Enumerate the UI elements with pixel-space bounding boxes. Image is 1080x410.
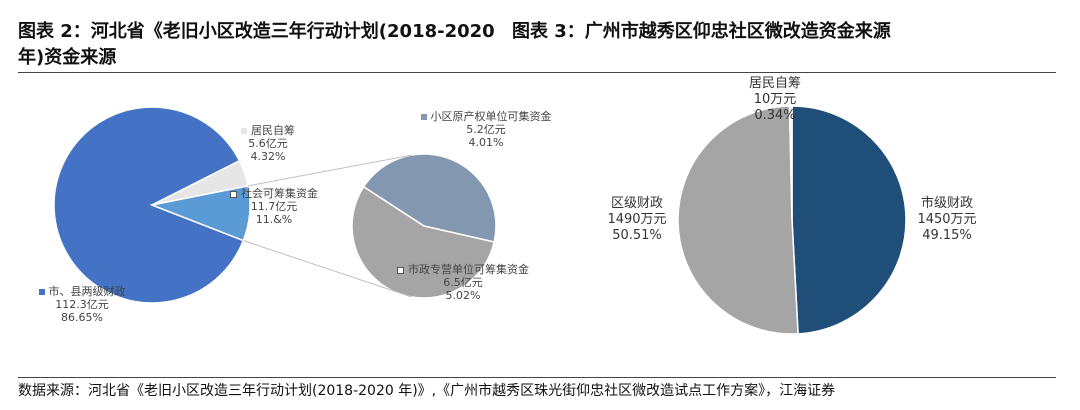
label-residents-2-amount: 5.6亿元 xyxy=(248,137,288,150)
label-city-finance-percent: 49.15% xyxy=(922,228,972,243)
pie3-slice-district-finance xyxy=(678,106,798,334)
label-social-funds-amount: 11.7亿元 xyxy=(251,200,298,213)
label-residents-2-percent: 4.32% xyxy=(251,150,286,163)
label-social-funds-percent: 11.&% xyxy=(256,213,293,226)
legend-marker-city-county xyxy=(39,289,45,295)
label-city-county: 市、县两级财政 112.3亿元 86.65% xyxy=(12,285,152,324)
label-district-finance: 区级财政 1490万元 50.51% xyxy=(592,196,682,244)
label-city-finance-name: 市级财政 xyxy=(921,196,973,211)
label-district-finance-amount: 1490万元 xyxy=(607,212,666,227)
label-residents-2-name: 居民自筹 xyxy=(251,124,295,137)
legend-marker-social-funds xyxy=(230,191,237,198)
label-social-funds: 社会可筹集资金 11.7亿元 11.&% xyxy=(214,187,334,226)
source-note: 数据来源：河北省《老旧小区改造三年行动计划(2018-2020 年)》,《广州市… xyxy=(18,382,835,400)
label-city-county-amount: 112.3亿元 xyxy=(55,298,109,311)
label-residents-3-name: 居民自筹 xyxy=(749,76,801,91)
legend-marker-residents-2 xyxy=(241,128,247,134)
label-property-units-amount: 5.2亿元 xyxy=(466,123,506,136)
label-municipal-units-name: 市政专营单位可筹集资金 xyxy=(408,263,529,276)
label-property-units-percent: 4.01% xyxy=(469,136,504,149)
label-residents-3-percent: 0.34% xyxy=(754,108,795,123)
legend-marker-municipal-units xyxy=(397,267,404,274)
label-municipal-units-percent: 5.02% xyxy=(446,289,481,302)
label-property-units-name: 小区原产权单位可集资金 xyxy=(431,110,552,123)
label-city-county-name: 市、县两级财政 xyxy=(49,285,126,298)
label-residents-3: 居民自筹 10万元 0.34% xyxy=(730,76,820,124)
label-city-county-percent: 86.65% xyxy=(61,311,103,324)
legend-marker-property-units xyxy=(421,114,427,120)
label-municipal-units-amount: 6.5亿元 xyxy=(443,276,483,289)
label-property-units: 小区原产权单位可集资金 5.2亿元 4.01% xyxy=(420,110,552,149)
label-municipal-units: 市政专营单位可筹集资金 6.5亿元 5.02% xyxy=(392,263,534,302)
label-social-funds-name: 社会可筹集资金 xyxy=(241,187,318,200)
label-district-finance-name: 区级财政 xyxy=(611,196,663,211)
label-district-finance-percent: 50.51% xyxy=(612,228,662,243)
footer-divider xyxy=(18,377,1056,378)
pie3-slice-city-finance xyxy=(792,106,906,334)
label-city-finance: 市级财政 1450万元 49.15% xyxy=(902,196,992,244)
label-city-finance-amount: 1450万元 xyxy=(917,212,976,227)
label-residents-2: 居民自筹 5.6亿元 4.32% xyxy=(228,124,308,163)
label-residents-3-amount: 10万元 xyxy=(754,92,797,107)
